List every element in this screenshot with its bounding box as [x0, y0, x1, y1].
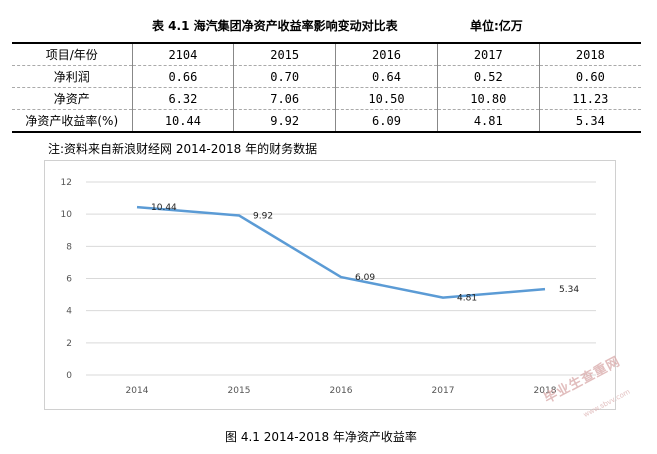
table-cell: 10.50 [335, 87, 438, 110]
chart-frame [44, 160, 616, 410]
table-row: 净利润 0.66 0.70 0.64 0.52 0.60 [12, 65, 641, 88]
x-tick-label: 2016 [330, 386, 353, 396]
data-table: 项目/年份 2104 2015 2016 2017 2018 净利润 0.66 … [12, 42, 641, 133]
source-note: 注:资料来自新浪财经网 2014-2018 年的财务数据 [48, 142, 318, 156]
table-cell: 9.92 [233, 109, 337, 133]
table-cell: 0.70 [233, 65, 337, 88]
data-label: 10.44 [151, 203, 177, 213]
table-cell: 0.66 [131, 65, 235, 88]
x-tick-label: 2017 [432, 386, 455, 396]
table-cell: 0.64 [335, 65, 438, 88]
y-tick-label: 0 [66, 371, 72, 381]
table-row: 净资产收益率(%) 10.44 9.92 6.09 4.81 5.34 [12, 109, 641, 133]
row-label: 净利润 [12, 65, 133, 88]
table-cell: 11.23 [538, 87, 641, 110]
x-tick-label: 2014 [126, 386, 149, 396]
table-row: 净资产 6.32 7.06 10.50 10.80 11.23 [12, 87, 641, 110]
y-tick-label: 4 [66, 307, 72, 317]
table-cell: 5.34 [538, 109, 641, 133]
column-header: 2016 [335, 42, 438, 66]
title-row: 表 4.1 海汽集团净资产收益率影响变动对比表 单位:亿万 [0, 17, 657, 33]
unit-label: 单位:亿万 [470, 19, 523, 33]
column-header: 2018 [538, 42, 641, 66]
x-tick-label: 2015 [228, 386, 251, 396]
data-label: 5.34 [559, 285, 579, 295]
series-line [136, 205, 546, 299]
data-label: 9.92 [253, 211, 273, 221]
y-tick-label: 2 [66, 339, 72, 349]
table-title: 表 4.1 海汽集团净资产收益率影响变动对比表 [152, 19, 398, 33]
table-cell: 0.52 [436, 65, 540, 88]
row-label: 净资产收益率(%) [12, 109, 133, 133]
column-header: 2104 [131, 42, 235, 66]
y-tick-label: 6 [66, 275, 72, 285]
table-cell: 0.60 [538, 65, 641, 88]
x-tick-label: 2018 [534, 386, 557, 396]
column-header: 2015 [233, 42, 337, 66]
column-header: 项目/年份 [12, 42, 133, 66]
table-cell: 4.81 [436, 109, 540, 133]
table-cell: 10.80 [436, 87, 540, 110]
table-header-row: 项目/年份 2104 2015 2016 2017 2018 [12, 42, 641, 66]
data-label: 4.81 [457, 294, 477, 304]
line-chart: 0 2 4 6 8 10 12 2014 2015 2016 2017 2018 10.44 9.92 6.… [61, 178, 596, 396]
table-cell: 6.09 [335, 109, 438, 133]
y-tick-label: 12 [61, 178, 72, 188]
row-label: 净资产 [12, 87, 133, 110]
table-cell: 6.32 [131, 87, 235, 110]
column-header: 2017 [436, 42, 540, 66]
y-tick-label: 10 [61, 210, 73, 220]
table-cell: 10.44 [131, 109, 235, 133]
table-cell: 7.06 [233, 87, 337, 110]
y-tick-label: 8 [66, 242, 72, 252]
data-label: 6.09 [355, 273, 375, 283]
figure-caption: 图 4.1 2014-2018 年净资产收益率 [225, 430, 417, 444]
